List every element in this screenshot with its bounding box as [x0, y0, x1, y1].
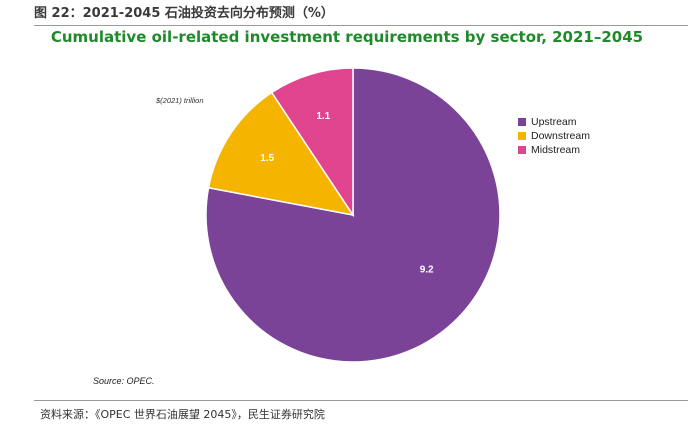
pie-slice-downstream: [207, 91, 355, 217]
figure-caption: 图 22：2021-2045 石油投资去向分布预测（%）: [34, 6, 334, 21]
legend-item-downstream: Downstream: [518, 129, 590, 143]
legend-item-midstream: Midstream: [518, 143, 590, 157]
top-divider: [34, 25, 688, 26]
data-label-midstream: 1.1: [316, 111, 330, 122]
legend-label: Upstream: [531, 116, 577, 128]
legend-swatch: [518, 146, 526, 154]
data-label-downstream: 1.5: [260, 153, 274, 164]
data-label-upstream: 9.2: [420, 265, 434, 276]
legend-label: Downstream: [531, 130, 590, 142]
chart-legend: Upstream Downstream Midstream: [518, 115, 590, 157]
legend-label: Midstream: [531, 144, 581, 156]
chart-title: Cumulative oil-related investment requir…: [50, 28, 644, 46]
bottom-divider: [34, 400, 688, 401]
pie-slice-midstream: [270, 67, 354, 218]
chart-source-note: Source: OPEC.: [93, 376, 155, 386]
legend-swatch: [518, 118, 526, 126]
footer-source: 资料来源：《OPEC 世界石油展望 2045》，民生证券研究院: [40, 408, 325, 421]
legend-swatch: [518, 132, 526, 140]
legend-item-upstream: Upstream: [518, 115, 590, 129]
unit-label: $(2021) trillion: [156, 96, 204, 105]
